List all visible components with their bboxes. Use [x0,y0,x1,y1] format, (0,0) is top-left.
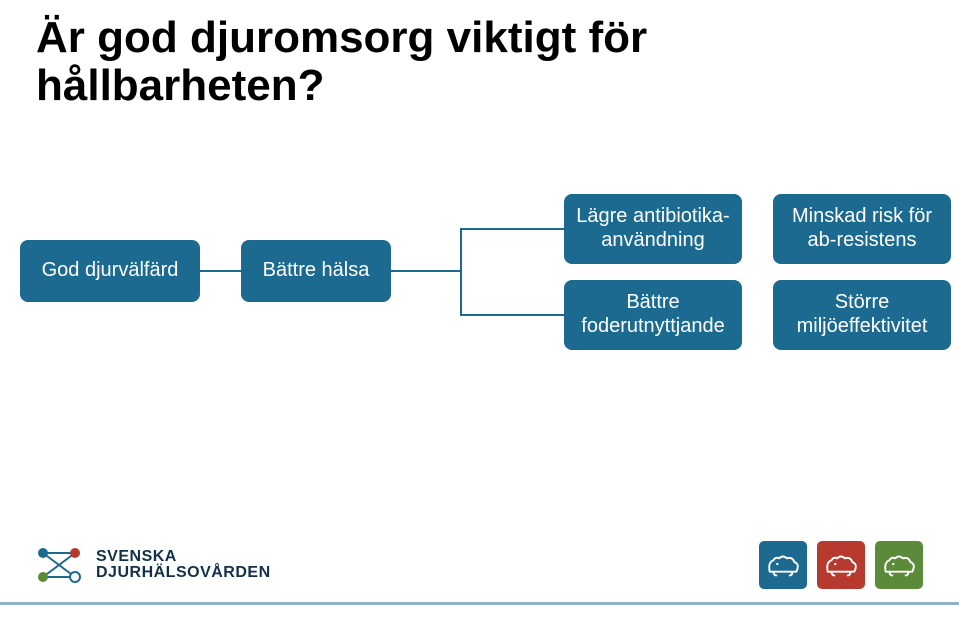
node-minskad-risk: Minskad risk för ab-resistens [773,194,951,264]
node-lagre-antibiotika: Lägre antibiotika-användning [564,194,742,264]
edge-n1-n2 [200,270,241,272]
brand-logo: SVENSKA DJURHÄLSOVÅRDEN [36,545,271,585]
node-storre-miljoeffektivitet: Större miljöeffektivitet [773,280,951,350]
node-label: God djurvälfärd [42,259,179,283]
node-label: Bättre hälsa [263,259,370,283]
logo-text-top: SVENSKA [96,549,271,565]
slide: Är god djuromsorg viktigt för hållbarhet… [0,0,959,639]
node-label: Större miljöeffektivitet [783,291,941,338]
logo-text: SVENSKA DJURHÄLSOVÅRDEN [96,549,271,581]
node-label: Lägre antibiotika-användning [574,205,732,252]
badge-icon [817,541,865,589]
badge-icon [875,541,923,589]
slide-title: Är god djuromsorg viktigt för hållbarhet… [36,14,923,111]
logo-mark-icon [36,545,82,585]
node-label: Minskad risk för ab-resistens [783,205,941,252]
flowchart: God djurvälfärd Bättre hälsa Lägre antib… [0,190,959,390]
node-label: Bättre foderutnyttjande [574,291,732,338]
edge-fork [391,220,564,324]
badge-icon [759,541,807,589]
logo-text-bot: DJURHÄLSOVÅRDEN [96,565,271,581]
node-battre-halsa: Bättre hälsa [241,240,391,302]
animal-badges [759,541,923,589]
node-battre-foderutnyttjande: Bättre foderutnyttjande [564,280,742,350]
footer-divider [0,602,959,605]
node-god-djurvalfard: God djurvälfärd [20,240,200,302]
